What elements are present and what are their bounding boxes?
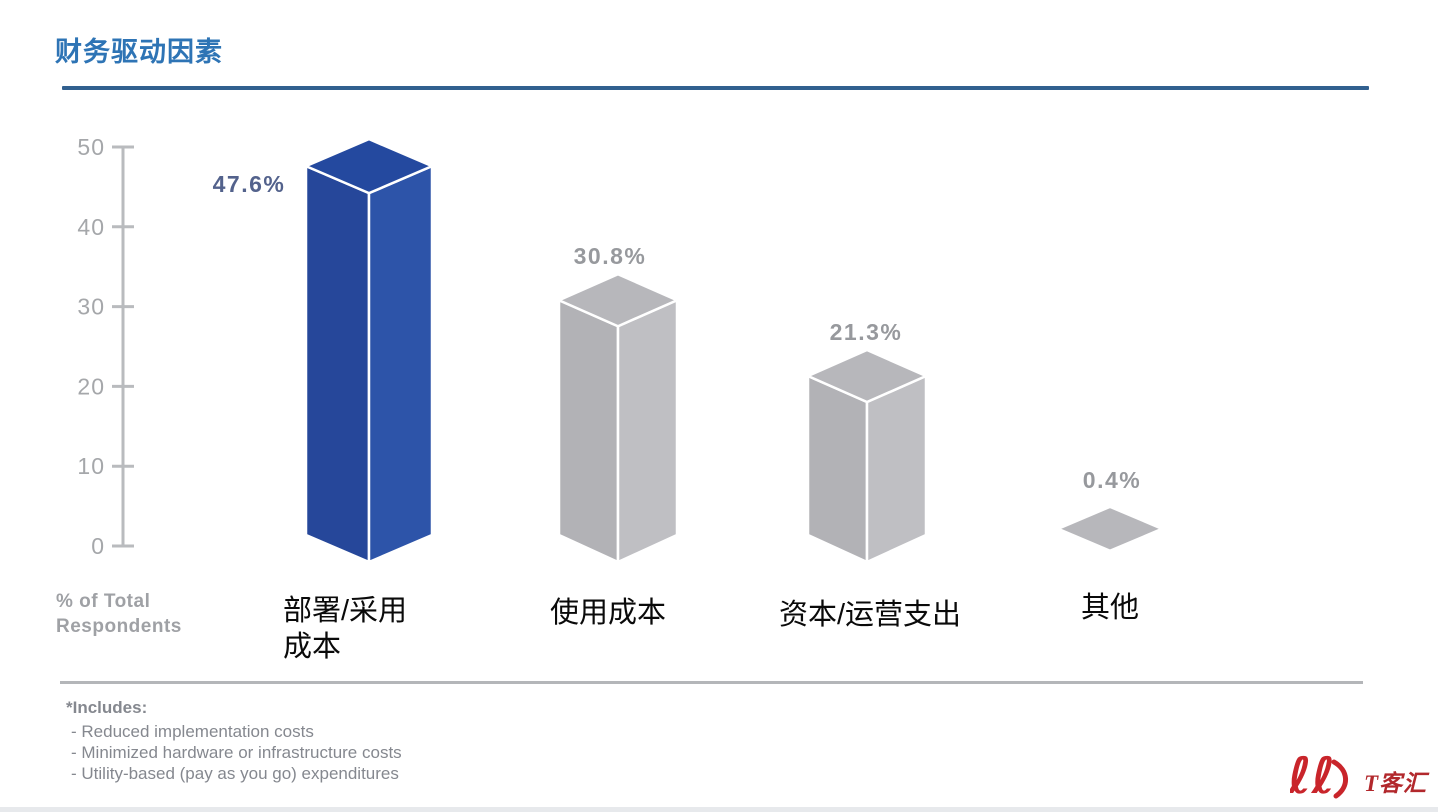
footnote-item: - Utility-based (pay as you go) expendit… (71, 764, 399, 783)
svg-text:ℓℓ: ℓℓ (1290, 747, 1335, 804)
page-title: 财务驱动因素 (55, 37, 223, 67)
bar-3: 0.4% (1056, 467, 1164, 553)
bar-left-face (557, 298, 620, 564)
bottom-strip (0, 807, 1438, 812)
footnote-item: - Reduced implementation costs (71, 722, 314, 741)
bar-top-face (304, 137, 434, 195)
bar-left-face (304, 164, 371, 564)
value-label: 0.4% (1083, 467, 1141, 493)
title-divider (62, 86, 1369, 90)
bar-left-face (806, 374, 869, 564)
bar-top-face (1056, 505, 1164, 553)
bar-right-face (865, 374, 928, 564)
footnote-divider (60, 681, 1363, 684)
value-label: 30.8% (574, 243, 647, 269)
bar-top-face (557, 272, 679, 328)
footnote-item: - Minimized hardware or infrastructure c… (71, 743, 402, 762)
bar-top-face (806, 348, 928, 404)
bar-right-face (616, 298, 679, 564)
bar-1: 30.8% (557, 243, 679, 564)
brand-logo: ℓℓ T客汇 (1290, 744, 1438, 804)
footnote-header: *Includes: (66, 698, 148, 717)
logo-text: T客汇 (1364, 771, 1428, 796)
y-tick-label: 30 (77, 294, 105, 320)
footnote: *Includes: - Reduced implementation cost… (66, 697, 402, 784)
logo-swirl-icon: ℓℓ (1290, 747, 1348, 804)
value-label: 47.6% (213, 171, 286, 197)
y-tick-label: 10 (77, 453, 105, 479)
y-tick-label: 0 (91, 533, 105, 559)
y-axis-label-line2: Respondents (56, 616, 182, 637)
y-tick-label: 40 (77, 214, 105, 240)
bar-2: 21.3% (806, 319, 928, 564)
bar-0: 47.6% (213, 137, 434, 564)
value-label: 21.3% (830, 319, 903, 345)
y-tick-label: 20 (77, 373, 105, 399)
y-axis-label: % of Total Respondents (56, 589, 182, 639)
y-axis-label-line1: % of Total (56, 591, 151, 612)
bar-right-face (367, 164, 434, 564)
y-tick-label: 50 (77, 134, 105, 160)
